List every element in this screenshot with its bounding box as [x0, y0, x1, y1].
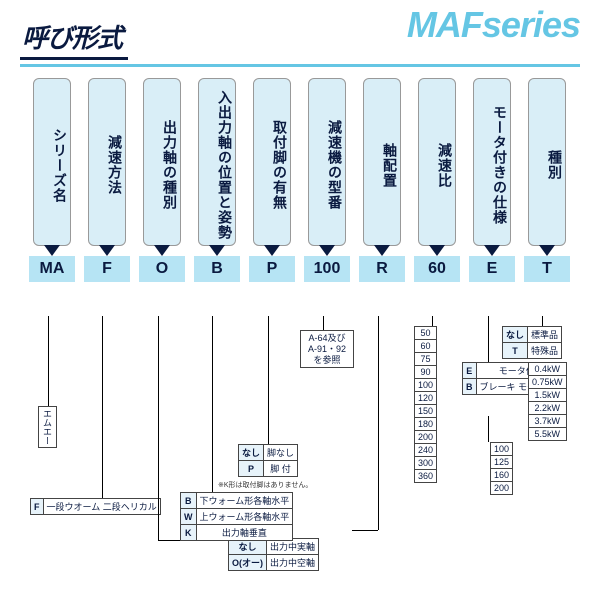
stem-ratio	[432, 316, 433, 326]
chevron-down-icon	[99, 245, 115, 256]
chevron-down-icon	[319, 245, 335, 256]
chevron-down-icon	[209, 245, 225, 256]
stem-e2	[488, 416, 489, 442]
column: 入出力軸の位置と姿勢 B	[193, 78, 241, 282]
leaf-p-table: なし脚なしP脚 付	[238, 444, 298, 477]
chevron-down-icon	[264, 245, 280, 256]
column: モータ付きの仕様 E	[468, 78, 516, 282]
leaf-ratio-table: 50607590100120150180200240300360	[414, 326, 437, 483]
column-code: MA	[28, 256, 76, 282]
stem-f	[30, 316, 103, 498]
column-code: 100	[303, 256, 351, 282]
column-code: O	[138, 256, 186, 282]
stem-100	[323, 316, 324, 330]
chevron-down-icon	[44, 245, 60, 256]
column-code: P	[248, 256, 296, 282]
column: 減速方法 F	[83, 78, 131, 282]
column-label: 減速機の型番	[308, 78, 346, 246]
leaf-e-frame: 100125160200	[490, 442, 513, 495]
column-label: 出力軸の種別	[143, 78, 181, 246]
column-label: 減速方法	[88, 78, 126, 246]
column-code: F	[83, 256, 131, 282]
stem-o	[158, 316, 159, 540]
stem-t	[542, 316, 543, 326]
header-rule	[20, 64, 580, 67]
stem-e	[488, 316, 489, 362]
page-title: 呼び形式	[20, 18, 128, 60]
column: 種別 T	[523, 78, 571, 282]
stem-r	[378, 316, 379, 530]
chevron-down-icon	[154, 245, 170, 256]
column: 取付脚の有無 P	[248, 78, 296, 282]
leaf-e-kw: 0.4kW0.75kW1.5kW2.2kW3.7kW5.5kW	[528, 362, 567, 441]
column-row: シリーズ名 MA 減速方法 F 出力軸の種別 O 入出力軸の位置と姿勢 B 取付脚の有無 P 減速機…	[28, 78, 571, 282]
leaf-o-table: なし出力中実軸O(オー)出力中空軸	[228, 538, 319, 571]
column-label: 入出力軸の位置と姿勢	[198, 78, 236, 246]
column-label: 軸配置	[363, 78, 401, 246]
column: 減速比 60	[413, 78, 461, 282]
chevron-down-icon	[539, 245, 555, 256]
column-code: B	[193, 256, 241, 282]
leaf-f-table: F一段ウオーム 二段ヘリカル	[30, 498, 161, 515]
column-code: 60	[413, 256, 461, 282]
column-label: 取付脚の有無	[253, 78, 291, 246]
column-code: T	[523, 256, 571, 282]
leaf-100-ref: A-64及び A-91・92 を参照	[300, 330, 354, 368]
series-label: MAFseries	[407, 4, 580, 46]
column-label: 種別	[528, 78, 566, 246]
stem-p	[268, 316, 269, 444]
column: 軸配置 R	[358, 78, 406, 282]
column-code: R	[358, 256, 406, 282]
column-label: 減速比	[418, 78, 456, 246]
elbow-r	[352, 530, 378, 531]
column: 減速機の型番 100	[303, 78, 351, 282]
column-code: E	[468, 256, 516, 282]
column: シリーズ名 MA	[28, 78, 76, 282]
chevron-down-icon	[429, 245, 445, 256]
chevron-down-icon	[484, 245, 500, 256]
column-label: モータ付きの仕様	[473, 78, 511, 246]
leaf-b-table: B下ウォーム形各軸水平W上ウォーム形各軸水平K出力軸垂直	[180, 492, 293, 541]
stem-b	[212, 316, 213, 492]
chevron-down-icon	[374, 245, 390, 256]
leaf-t-table: なし標準品T特殊品	[502, 326, 562, 359]
column: 出力軸の種別 O	[138, 78, 186, 282]
column-label: シリーズ名	[33, 78, 71, 246]
b-note: ※K形は取付脚はありません。	[218, 480, 312, 490]
